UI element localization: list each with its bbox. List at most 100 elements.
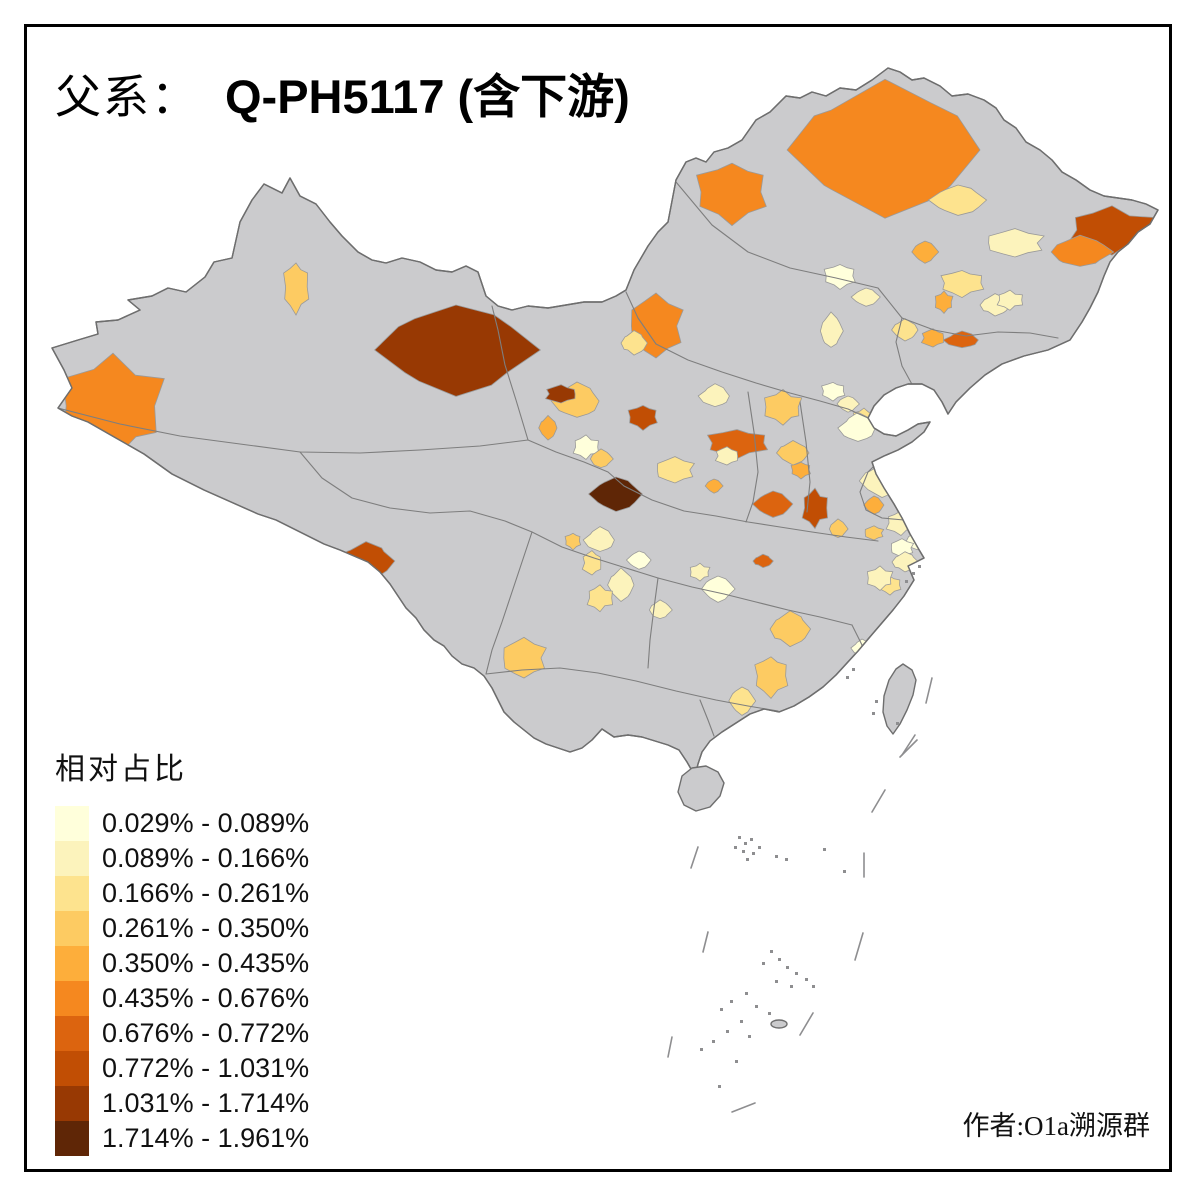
region-patch — [696, 162, 767, 227]
islet-dot — [872, 712, 875, 715]
legend-label: 0.772% - 1.031% — [102, 1053, 310, 1083]
islet-dot — [786, 966, 789, 969]
legend-label: 0.166% - 0.261% — [102, 878, 310, 908]
legend-label: 0.029% - 0.089% — [102, 808, 310, 838]
islet-dot — [778, 958, 781, 961]
legend-swatch — [55, 1016, 89, 1051]
islet-dot — [735, 1060, 738, 1063]
region-patch — [582, 526, 615, 552]
legend-swatch — [55, 981, 89, 1016]
sea-dash-marks — [667, 677, 933, 1113]
legend-swatch — [55, 1086, 89, 1121]
sea-dash — [667, 1036, 673, 1058]
islet-dot — [755, 1005, 758, 1008]
region-patch — [656, 456, 696, 484]
legend-title: 相对占比 — [55, 753, 187, 786]
sea-dash — [799, 1012, 814, 1036]
islet-dot — [785, 858, 788, 861]
legend-row: 1.714% - 1.961% — [55, 1121, 309, 1156]
islet-dot — [730, 1000, 733, 1003]
legend-label: 0.435% - 0.676% — [102, 983, 310, 1013]
title-haplogroup: Q-PH5117 (含下游) — [225, 70, 630, 123]
legend-row: 1.031% - 1.714% — [55, 1086, 309, 1121]
region-patch — [790, 461, 812, 480]
region-patch — [881, 455, 909, 477]
legend-row: 0.435% - 0.676% — [55, 981, 309, 1016]
region-patch — [940, 270, 985, 299]
taiwan-island — [882, 663, 917, 735]
sea-dash — [702, 931, 709, 953]
region-patch — [607, 567, 635, 603]
sea-dash — [871, 789, 886, 813]
region-patch — [754, 656, 789, 699]
region-patch — [1050, 234, 1115, 267]
region-patch — [988, 228, 1045, 258]
islet-dot — [718, 1085, 721, 1088]
islet-dot — [812, 985, 815, 988]
region-patch — [769, 610, 812, 648]
islet-dot — [738, 836, 741, 839]
region-patch — [572, 434, 600, 461]
author-credit: 作者:O1a溯源群 — [962, 1111, 1150, 1141]
region-patch — [752, 553, 774, 569]
legend-swatch — [55, 841, 89, 876]
region-patch — [892, 490, 919, 511]
islet-dot — [875, 700, 878, 703]
region-patch — [697, 383, 730, 408]
region-patch — [648, 599, 673, 620]
region-patch — [704, 478, 724, 494]
islet-dot — [720, 1008, 723, 1011]
islet-dot — [795, 972, 798, 975]
legend-swatch — [55, 911, 89, 946]
islet-dot — [746, 858, 749, 861]
islet-dot — [748, 1035, 751, 1038]
legend-swatch — [55, 806, 89, 841]
legend-label: 0.676% - 0.772% — [102, 1018, 310, 1048]
region-patch — [714, 446, 739, 466]
province-borders — [57, 181, 1059, 737]
islet-dot — [700, 1048, 703, 1051]
south-china-sea-islets — [700, 565, 921, 1088]
region-patch — [586, 584, 614, 613]
islet-dot — [745, 992, 748, 995]
islet-dot — [852, 668, 855, 671]
legend-row: 0.089% - 0.166% — [55, 841, 309, 876]
page-title: 父系： Q-PH5117 (含下游) — [55, 58, 630, 127]
title-prefix: 父系： — [55, 72, 199, 123]
islet-dot — [742, 850, 745, 853]
islet-dot — [823, 848, 826, 851]
legend-swatch — [55, 946, 89, 981]
sea-dash — [690, 846, 699, 869]
region-patch — [620, 330, 648, 356]
region-patch — [828, 518, 849, 539]
islet-dot — [750, 838, 753, 841]
islet-dot — [734, 846, 737, 849]
islet-dot — [790, 985, 793, 988]
islet-dot — [712, 1040, 715, 1043]
legend-row: 0.676% - 0.772% — [55, 1016, 309, 1051]
legend-row: 0.261% - 0.350% — [55, 911, 309, 946]
islet-dot — [905, 580, 908, 583]
legend-label: 0.089% - 0.166% — [102, 843, 310, 873]
region-patch — [587, 476, 643, 512]
sea-dash — [901, 734, 916, 756]
region-patch — [819, 311, 844, 348]
legend-row: 0.029% - 0.089% — [55, 806, 309, 841]
islet-dot — [768, 1012, 771, 1015]
islet-dot — [912, 572, 915, 575]
region-patch — [934, 290, 954, 315]
region-patch — [764, 388, 803, 426]
legend-row: 0.166% - 0.261% — [55, 876, 309, 911]
region-patch — [627, 405, 658, 431]
legend-label: 0.261% - 0.350% — [102, 913, 310, 943]
region-patch — [821, 381, 846, 402]
islet-dot — [775, 980, 778, 983]
islet-dot — [846, 676, 849, 679]
legend-row: 0.350% - 0.435% — [55, 946, 309, 981]
region-patch — [996, 289, 1024, 311]
small-islet — [770, 1019, 788, 1029]
sea-dash — [854, 932, 864, 961]
legend-row: 0.772% - 1.031% — [55, 1051, 309, 1086]
